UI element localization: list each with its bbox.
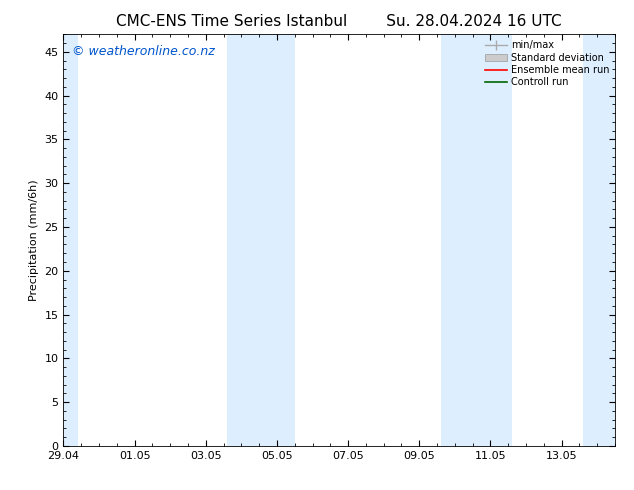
Bar — [441, 34, 512, 446]
Y-axis label: Precipitation (mm/6h): Precipitation (mm/6h) — [29, 179, 39, 301]
Text: © weatheronline.co.nz: © weatheronline.co.nz — [72, 45, 214, 58]
Bar — [583, 34, 615, 446]
Bar — [63, 34, 77, 446]
Legend: min/max, Standard deviation, Ensemble mean run, Controll run: min/max, Standard deviation, Ensemble me… — [481, 36, 613, 91]
Bar — [227, 34, 295, 446]
Title: CMC-ENS Time Series Istanbul        Su. 28.04.2024 16 UTC: CMC-ENS Time Series Istanbul Su. 28.04.2… — [117, 14, 562, 29]
